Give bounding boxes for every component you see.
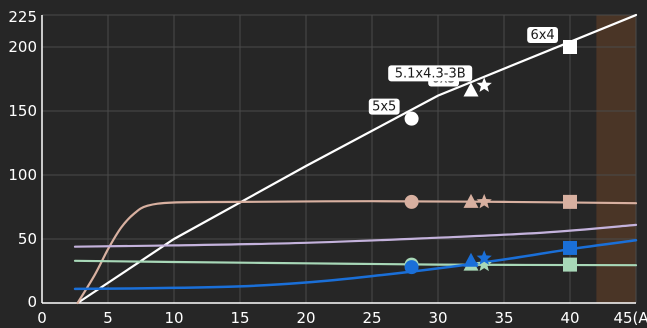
x-tick-label: 25: [362, 309, 381, 327]
x-tick-label: 5: [103, 309, 113, 327]
x-tick-label: 10: [164, 309, 183, 327]
x-tick-label: 45(A): [613, 309, 647, 327]
shaded-region: [596, 15, 636, 303]
series-line-1: [76, 200, 638, 305]
star-marker: [476, 77, 492, 92]
y-tick-label: 150: [8, 102, 37, 120]
y-tick-label: 100: [8, 166, 37, 184]
point-label-box: [388, 65, 473, 82]
point-label-box: [368, 98, 400, 115]
x-tick-label: 40: [560, 309, 579, 327]
triangle-marker: [463, 252, 479, 267]
series-line-2: [73, 223, 638, 248]
triangle-marker: [463, 82, 479, 97]
point-label-box: [527, 27, 558, 43]
x-tick-label: 30: [428, 309, 447, 327]
x-tick-label: 35: [494, 309, 513, 327]
star-marker: [476, 193, 492, 209]
series-line-3: [73, 259, 638, 267]
point-label: 6x4: [530, 28, 554, 43]
y-tick-label: 50: [18, 230, 37, 248]
circle-marker: [404, 111, 419, 126]
x-tick-label: 15: [230, 309, 249, 327]
square-marker: [563, 257, 577, 272]
series-line-4: [73, 239, 638, 291]
circle-marker: [404, 260, 419, 275]
triangle-marker: [463, 193, 479, 208]
series-line-0: [76, 13, 638, 305]
circle-marker: [404, 194, 419, 209]
star-marker: [476, 256, 492, 272]
y-tick-label: 225: [8, 8, 37, 26]
star-marker: [476, 250, 492, 265]
square-marker: [563, 40, 577, 54]
point-label: 5.1x4.3-3B: [395, 66, 466, 81]
square-marker: [563, 240, 577, 255]
x-tick-label: 0: [37, 309, 47, 327]
square-marker: [563, 194, 577, 209]
y-tick-label: 0: [27, 293, 37, 311]
y-tick-label: 200: [8, 38, 37, 56]
point-label: 5x5: [372, 100, 396, 115]
x-tick-label: 20: [296, 309, 315, 327]
